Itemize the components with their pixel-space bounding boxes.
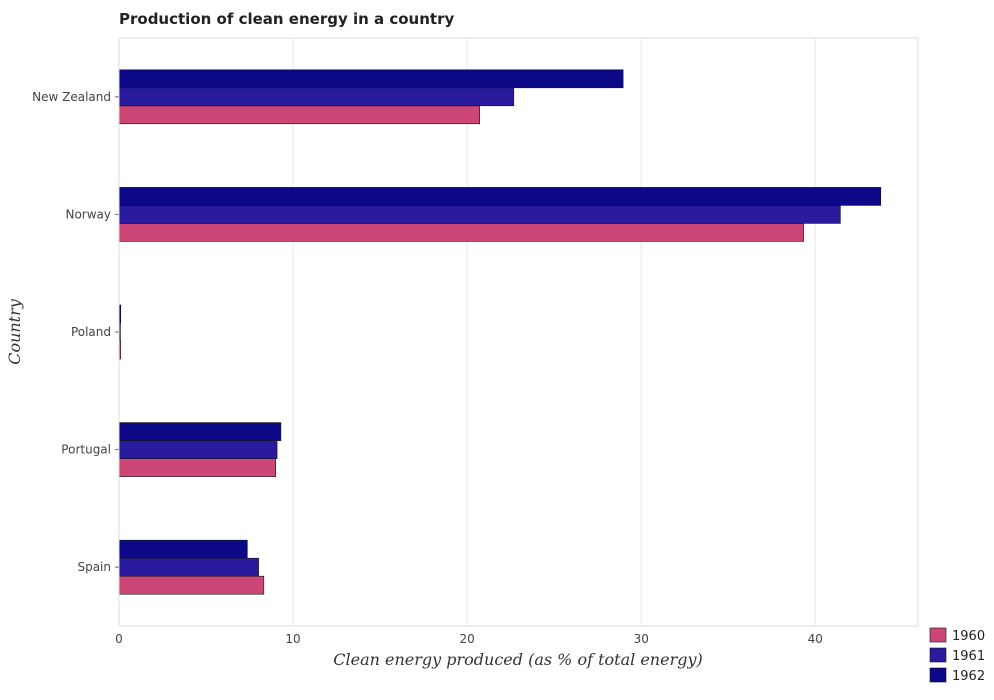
legend-label-1962: 1962 xyxy=(952,669,985,684)
bar-new-zealand-1961 xyxy=(118,87,515,107)
legend-label-1961: 1961 xyxy=(952,649,985,664)
y-tick-label-new-zealand: New Zealand xyxy=(32,90,111,104)
gridlines xyxy=(118,38,816,626)
x-tick-label-40: 40 xyxy=(808,632,823,646)
bar-new-zealand-1962 xyxy=(118,69,624,89)
bar-norway-1961 xyxy=(118,205,841,224)
legend-swatch-1962 xyxy=(929,667,947,683)
bar-new-zealand-1960 xyxy=(118,105,480,125)
bar-portugal-1962 xyxy=(118,422,282,441)
bar-spain-1960 xyxy=(118,575,265,595)
x-tick-label-10: 10 xyxy=(285,632,300,646)
y-tick-label-poland: Poland xyxy=(71,325,111,339)
x-tick-label-30: 30 xyxy=(634,632,649,646)
x-axis-label: Clean energy produced (as % of total ene… xyxy=(333,650,703,669)
legend-label-1960: 1960 xyxy=(952,629,985,644)
y-tick-labels: New Zealand Norway Poland Portugal Spain xyxy=(32,90,119,574)
chart-title: Production of clean energy in a country xyxy=(119,10,454,28)
bars xyxy=(118,69,882,595)
y-tick-label-portugal: Portugal xyxy=(61,443,111,457)
plot-frame xyxy=(118,37,919,627)
bar-norway-1962 xyxy=(118,187,882,206)
y-tick-label-norway: Norway xyxy=(65,207,111,221)
bar-portugal-1961 xyxy=(118,440,278,459)
bar-norway-1960 xyxy=(118,223,804,242)
legend: 1960 1961 1962 xyxy=(929,627,985,684)
x-tick-label-0: 0 xyxy=(115,632,123,646)
bar-spain-1961 xyxy=(118,557,259,577)
legend-swatch-1961 xyxy=(929,647,947,663)
x-tick-label-20: 20 xyxy=(460,632,475,646)
bar-spain-1962 xyxy=(118,539,248,559)
bar-portugal-1960 xyxy=(118,458,276,477)
legend-swatch-1960 xyxy=(929,627,947,643)
y-axis-label: Country xyxy=(5,298,24,365)
y-tick-label-spain: Spain xyxy=(77,560,111,574)
x-tick-labels: 0 10 20 30 40 xyxy=(115,632,823,646)
